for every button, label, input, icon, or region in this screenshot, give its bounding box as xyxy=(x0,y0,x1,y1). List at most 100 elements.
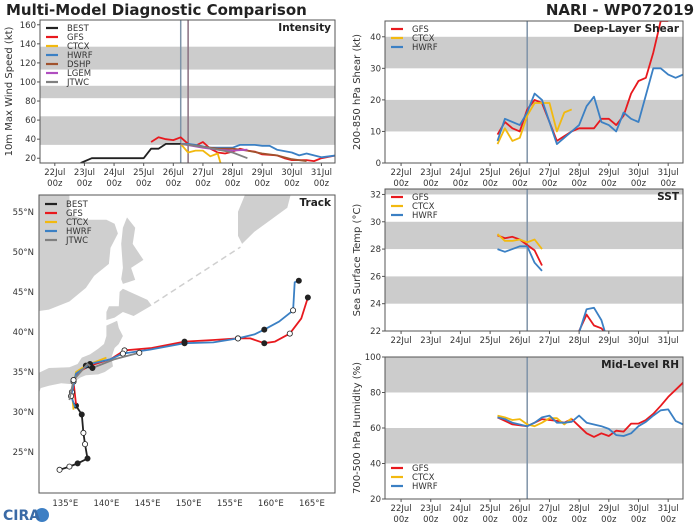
cira-logo: CIRA xyxy=(3,508,49,524)
y-tick-label: 20 xyxy=(370,96,381,106)
y-tick-label: 20 xyxy=(370,495,381,505)
plot-area xyxy=(385,357,683,499)
legend-label: BEST xyxy=(66,200,89,210)
panel-title: SST xyxy=(657,191,680,203)
x-tick-label: 25Jul xyxy=(480,168,501,178)
x-tick-label: 00z xyxy=(571,179,587,189)
lat-tick-label: 55°N xyxy=(13,208,34,218)
track-position-marker xyxy=(82,441,89,448)
x-tick-label: 26Jul xyxy=(163,168,184,178)
land-kamchatka xyxy=(238,195,291,244)
track-position-marker xyxy=(295,277,302,284)
y-tick-label: 32 xyxy=(370,190,381,200)
x-tick-label: 00z xyxy=(601,515,617,525)
y-axis-label: 700-500 hPa Humidity (%) xyxy=(352,362,363,494)
plot-area xyxy=(385,189,683,331)
x-tick-label: 00z xyxy=(482,179,498,189)
y-tick-label: 40 xyxy=(25,135,36,145)
x-tick-label: 23Jul xyxy=(420,336,441,346)
lon-tick-label: 135°E xyxy=(52,499,78,509)
track-position-marker xyxy=(80,429,87,436)
y-axis-label: Sea Surface Temp (°C) xyxy=(352,204,363,317)
legend-label: HWRF xyxy=(66,227,92,237)
series-line-hwrf xyxy=(497,408,683,437)
x-tick-label: 23Jul xyxy=(420,504,441,514)
x-tick-label: 31Jul xyxy=(658,168,679,178)
x-tick-label: 00z xyxy=(314,179,330,189)
series-line-ctcx xyxy=(496,102,573,145)
plot-area xyxy=(385,21,683,163)
land-kuril-islands xyxy=(153,246,241,304)
x-tick-label: 00z xyxy=(453,179,469,189)
track-position-marker xyxy=(66,463,73,470)
lon-tick-label: 150°E xyxy=(176,499,202,509)
lon-tick-label: 160°E xyxy=(258,499,284,509)
legend-label: HWRF xyxy=(67,51,93,61)
x-tick-label: 00z xyxy=(512,515,528,525)
x-tick-label: 30Jul xyxy=(281,168,302,178)
legend-label: JTWC xyxy=(65,236,88,246)
figure-title: Multi-Model Diagnostic Comparison xyxy=(6,1,307,19)
x-tick-label: 24Jul xyxy=(104,168,125,178)
x-tick-label: 28Jul xyxy=(569,336,590,346)
legend-label: GFS xyxy=(66,209,83,219)
x-tick-label: 31Jul xyxy=(311,168,332,178)
x-tick-label: 26Jul xyxy=(509,336,530,346)
x-tick-label: 00z xyxy=(47,179,63,189)
map-frame xyxy=(38,194,336,494)
land-honshu xyxy=(39,320,123,394)
y-tick-label: 26 xyxy=(370,272,381,282)
track-position-marker xyxy=(304,294,311,301)
lon-tick-label: 140°E xyxy=(93,499,119,509)
shaded-band xyxy=(385,357,683,393)
lon-tick-label: 165°E xyxy=(299,499,325,509)
x-tick-label: 00z xyxy=(542,515,558,525)
series-line-hwrf xyxy=(496,67,683,145)
legend-label: GFS xyxy=(412,25,429,35)
legend-label: CTCX xyxy=(412,34,435,44)
legend-label: GFS xyxy=(412,464,429,474)
x-tick-label: 22Jul xyxy=(391,168,412,178)
x-tick-label: 00z xyxy=(482,515,498,525)
plot-frame xyxy=(39,19,336,164)
y-axis-label: 10m Max Wind Speed (kt) xyxy=(4,26,15,156)
x-tick-label: 22Jul xyxy=(391,504,412,514)
rh-panel: 2040608010022Jul00z23Jul00z24Jul00z25Jul… xyxy=(352,353,684,525)
legend-label: JTWC xyxy=(66,78,89,88)
y-tick-label: 60 xyxy=(25,116,36,126)
y-tick-label: 100 xyxy=(20,78,36,88)
series-line-ctcx xyxy=(496,233,543,250)
track-position-marker xyxy=(84,455,91,462)
x-tick-label: 30Jul xyxy=(628,504,649,514)
x-tick-label: 00z xyxy=(77,179,93,189)
track-position-marker xyxy=(286,330,293,337)
x-tick-label: 28Jul xyxy=(569,504,590,514)
legend-label: HWRF xyxy=(412,211,438,221)
x-tick-label: 27Jul xyxy=(539,168,560,178)
x-tick-label: 00z xyxy=(106,179,122,189)
x-tick-label: 28Jul xyxy=(222,168,243,178)
land-hokkaido xyxy=(106,288,152,320)
legend-label: CTCX xyxy=(412,473,435,483)
legend-label: LGEM xyxy=(67,69,91,79)
series-line-gfs xyxy=(496,21,669,142)
y-tick-label: 22 xyxy=(370,327,381,337)
panel-title: Track xyxy=(300,197,332,209)
y-tick-label: 40 xyxy=(370,460,381,470)
y-tick-label: 140 xyxy=(20,40,36,50)
track-position-marker xyxy=(119,350,126,357)
track-position-marker xyxy=(261,326,268,333)
x-tick-label: 00z xyxy=(542,179,558,189)
y-tick-label: 30 xyxy=(370,64,381,74)
series-line-ctcx xyxy=(180,143,222,163)
land-asia-mainland xyxy=(39,195,118,312)
x-tick-label: 29Jul xyxy=(598,336,619,346)
shaded-band xyxy=(385,276,683,304)
x-tick-label: 00z xyxy=(601,179,617,189)
